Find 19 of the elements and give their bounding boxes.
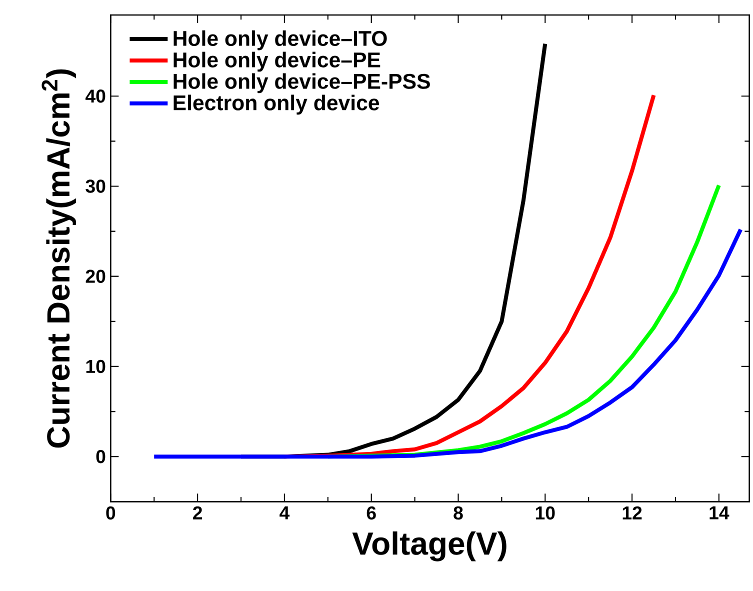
y-tick-label: 0	[96, 450, 106, 464]
x-tick-label: 14	[710, 506, 730, 520]
y-tick-label: 40	[85, 89, 106, 103]
x-axis-title: Voltage(V)	[352, 531, 506, 562]
x-tick-label: 8	[454, 506, 463, 520]
x-tick-label: 2	[193, 506, 202, 520]
y-axis-title: Current Density(mA/cm$^{2}$)	[42, 69, 76, 448]
y-tick-label: 20	[86, 270, 106, 283]
x-tick-label: 6	[366, 506, 376, 520]
legend-label: Hole only device–ITO	[174, 30, 387, 50]
x-tick-label: 10	[536, 506, 555, 520]
y-tick-label: 10	[86, 360, 106, 374]
x-tick-label: 4	[280, 506, 290, 520]
x-tick-label: 12	[622, 506, 642, 520]
y-tick-label: 30	[86, 180, 106, 193]
x-tick-label: 0	[106, 506, 116, 520]
legend-label: Electron only device	[174, 94, 380, 115]
legend-label: Hole only device–PE	[174, 52, 380, 72]
legend-label: Hole only device–PE-PSS	[174, 73, 430, 94]
